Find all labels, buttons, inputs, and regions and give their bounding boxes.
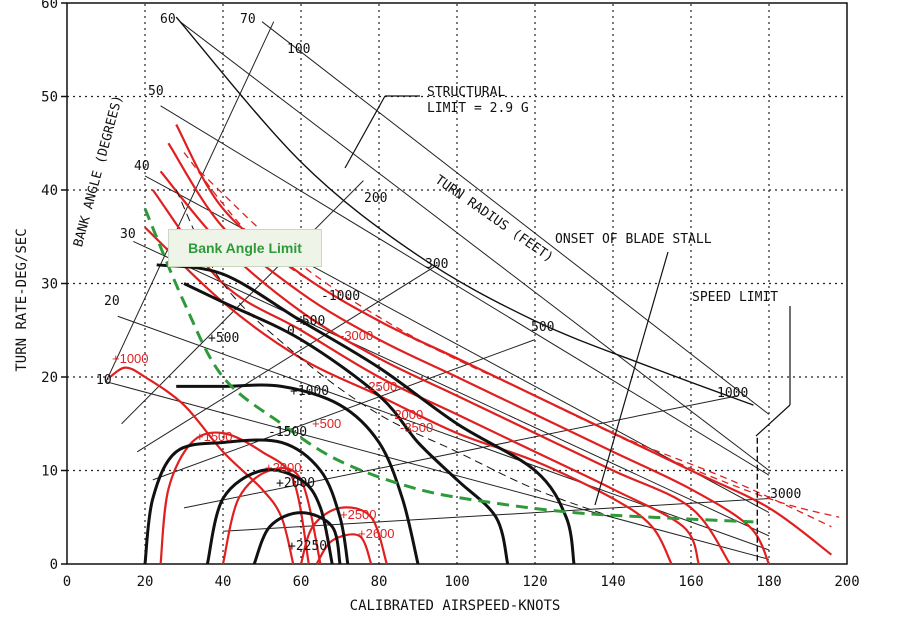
red-rate-curve <box>109 366 295 565</box>
structural-limit-value: LIMIT = 2.9 G <box>427 101 529 116</box>
y-tick-label: 50 <box>41 90 58 106</box>
black-curve-label: +1000 <box>290 384 329 399</box>
bank-angle-line <box>105 381 770 560</box>
x-tick-label: 40 <box>215 574 232 590</box>
bank-angle-label: 40 <box>134 159 150 174</box>
x-tick-label: 180 <box>756 574 781 590</box>
turn-radius-line <box>152 339 536 481</box>
black-rate-curve <box>156 263 576 565</box>
stall-leader <box>594 251 669 506</box>
turn-radius-line <box>105 21 275 382</box>
red-rate-curve <box>315 533 373 565</box>
black-curve-label: -1000 <box>321 289 360 304</box>
bank-angle-line <box>160 105 770 476</box>
red-curve-label: +1000 <box>112 351 149 366</box>
bank-angle-title: BANK ANGLE (DEGREES) <box>71 94 126 249</box>
x-tick-label: 0 <box>63 574 71 590</box>
turn-radius-label: 100 <box>287 42 310 57</box>
structural-limit-label: STRUCTURAL <box>427 85 505 100</box>
bank-angle-limit-curve <box>143 208 754 524</box>
red-curve-label: +2600 <box>358 526 395 541</box>
black-curve-label: -1500 <box>268 425 307 440</box>
black-rate-curves <box>143 263 576 565</box>
x-axis-title: CALIBRATED AIRSPEED-KNOTS <box>350 598 561 614</box>
structural-leader <box>344 95 386 169</box>
onset-blade-stall-label: ONSET OF BLADE STALL <box>555 232 712 247</box>
black-curve-label: +2000 <box>276 476 315 491</box>
black-rate-curve <box>252 511 342 565</box>
speed-leader <box>755 404 791 437</box>
bank-angle-label: 30 <box>120 227 136 242</box>
red-curve-label: +500 <box>312 416 341 431</box>
red-rate-curve <box>144 226 673 565</box>
black-rate-curve <box>205 468 334 565</box>
black-curve-label: -500 <box>294 314 325 329</box>
red-curve-label: -3000 <box>340 328 373 343</box>
red-curve-label: -2500 <box>364 379 397 394</box>
y-tick-label: 30 <box>41 277 58 293</box>
x-tick-label: 60 <box>293 574 310 590</box>
y-tick-label: 10 <box>41 464 58 480</box>
black-rate-curve <box>183 282 510 565</box>
red-rate-curve <box>159 431 310 565</box>
bank-angle-label: 50 <box>148 84 164 99</box>
bank-angle-line <box>179 21 770 471</box>
x-tick-label: 80 <box>371 574 388 590</box>
red-curve-label: +1500 <box>196 429 233 444</box>
turn-radius-label: 200 <box>364 191 387 206</box>
plot-frame <box>66 2 848 565</box>
bank-angle-limit-callout: Bank Angle Limit <box>168 229 322 267</box>
bank-angle-label: 70 <box>240 12 256 27</box>
y-tick-label: 0 <box>50 557 58 573</box>
turn-radius-label: 500 <box>531 320 554 335</box>
axes <box>61 2 848 565</box>
y-axis-title: TURN RATE-DEG/SEC <box>14 228 30 371</box>
y-tick-label: 40 <box>41 183 58 199</box>
turn-radius-label: 1000 <box>717 386 748 401</box>
bank-angle-label: 10 <box>96 373 112 388</box>
turn-radius-label: 300 <box>425 257 448 272</box>
red-rate-curve <box>151 189 700 565</box>
y-tick-label: 60 <box>41 0 58 12</box>
bank-angle-line <box>133 240 770 537</box>
onset-blade-stall-curve <box>175 189 614 518</box>
turn-radius-line <box>183 395 738 509</box>
speed-limit-label: SPEED LIMIT <box>692 290 778 305</box>
x-tick-label: 140 <box>600 574 625 590</box>
black-rate-curve <box>143 438 350 565</box>
x-tick-label: 160 <box>678 574 703 590</box>
bank-angle-label: 20 <box>104 294 120 309</box>
x-tick-label: 100 <box>444 574 469 590</box>
red-curve-label: +2500 <box>340 507 377 522</box>
red-curve-label: -3500 <box>400 420 433 435</box>
x-tick-label: 200 <box>834 574 859 590</box>
black-rate-curve <box>176 383 420 565</box>
black-curve-label: +2250 <box>288 539 327 554</box>
red-curve-label: +2000 <box>265 460 302 475</box>
turn-radius-line <box>121 180 364 425</box>
black-curve-label: 0 <box>287 324 295 339</box>
limit-curves <box>143 16 791 564</box>
turn-radius-title: TURN RADIUS (FEET) <box>432 173 556 266</box>
red-rate-curve <box>299 506 388 565</box>
bank-angle-label: 60 <box>160 12 176 27</box>
red-curve-label: -2000 <box>390 407 423 422</box>
turn-radius-label: 3000 <box>770 487 801 502</box>
x-tick-label: 20 <box>137 574 154 590</box>
structural-limit-curve <box>175 16 754 406</box>
turn-radius-line <box>136 264 438 453</box>
x-tick-label: 120 <box>522 574 547 590</box>
red-rate-curve <box>175 124 833 556</box>
bank-angle-line <box>261 21 770 415</box>
black-curve-label: +500 <box>208 331 239 346</box>
y-tick-label: 20 <box>41 370 58 386</box>
